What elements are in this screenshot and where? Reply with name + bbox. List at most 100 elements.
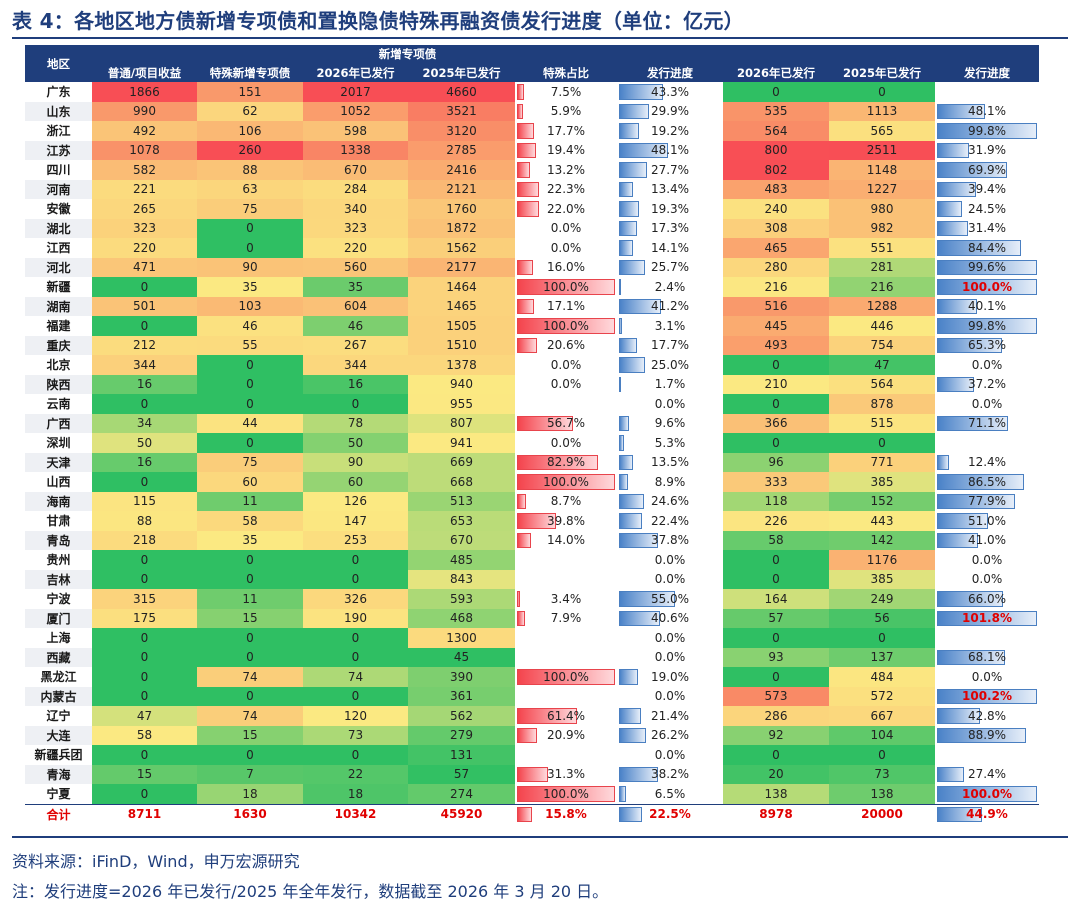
cell-special-ratio: 8.7% [515, 492, 617, 512]
cell-special: 58 [197, 511, 303, 531]
cell-special-ratio: 17.7% [515, 121, 617, 141]
cell-progress-value: 25.7% [650, 260, 690, 275]
cell-normal: 0 [92, 628, 197, 648]
region-name: 安徽 [46, 202, 71, 217]
header-col-normal: 普通/项目收益 [92, 63, 197, 82]
cell-refi-2026: 240 [723, 199, 829, 219]
cell-new-2025: 45920 [408, 803, 515, 824]
cell-special-ratio [515, 687, 617, 707]
cell-refi-progress-value: 99.8% [967, 318, 1007, 333]
cell-progress: 24.6% [617, 492, 723, 512]
cell-progress-value: 22.4% [650, 513, 690, 528]
issuance-table: 地区 新增专项债 普通/项目收益 特殊新增专项债 2026年已发行 2025年已… [25, 45, 1039, 824]
region-name: 宁波 [46, 592, 71, 607]
cell-refi-2026: 0 [723, 394, 829, 414]
region-name: 辽宁 [46, 709, 71, 724]
cell-refi-2026: 800 [723, 140, 829, 160]
header-col-2026: 2026年已发行 [303, 63, 408, 82]
cell-new-2026: 604 [303, 296, 408, 316]
cell-progress: 17.7% [617, 336, 723, 356]
cell-new-2026: 323 [303, 218, 408, 238]
header-col-special: 特殊新增专项债 [197, 63, 303, 82]
cell-refi-2025: 216 [829, 277, 935, 297]
cell-new-2026: 73 [303, 725, 408, 745]
cell-refi-progress: 66.0% [935, 589, 1039, 609]
table-row: 河南 221 63 284 2121 22.3% 13.4% 483 1227 39.4% [25, 179, 1039, 199]
cell-special: 0 [197, 374, 303, 394]
table-row: 四川 582 88 670 2416 13.2% 27.7% 802 1148 69.9% [25, 160, 1039, 180]
region-name: 西藏 [25, 647, 92, 667]
cell-new-2025: 279 [408, 725, 515, 745]
cell-special-ratio: 16.0% [515, 258, 617, 278]
cell-new-2026: 0 [303, 647, 408, 667]
cell-progress: 17.3% [617, 219, 723, 239]
cell-refi-progress-value: 69.9% [967, 162, 1007, 177]
cell-refi-progress: 0.0% [935, 550, 1039, 570]
cell-refi-progress-value: 31.4% [967, 221, 1007, 236]
cell-special-ratio-value: 100.0% [543, 474, 589, 489]
cell-refi-progress-value: 39.4% [967, 182, 1007, 197]
cell-new-2026: 560 [303, 257, 408, 277]
cell-new-2025: 2121 [408, 179, 515, 199]
cell-refi-2025: 667 [829, 706, 935, 726]
cell-progress-value: 29.9% [650, 104, 690, 119]
cell-special-ratio-value: 5.9% [550, 104, 582, 119]
cell-new-2026: 670 [303, 160, 408, 180]
cell-refi-progress-value: 37.2% [967, 377, 1007, 392]
cell-progress-bar [619, 786, 626, 802]
cell-refi-2025: 551 [829, 238, 935, 258]
cell-progress: 43.3% [617, 82, 723, 102]
cell-refi-2026: 493 [723, 335, 829, 355]
cell-new-2026: 90 [303, 452, 408, 472]
cell-special: 35 [197, 530, 303, 550]
cell-normal: 265 [92, 199, 197, 219]
cell-refi-progress: 84.4% [935, 238, 1039, 258]
cell-progress-value: 22.5% [649, 807, 691, 822]
cell-normal: 16 [92, 452, 197, 472]
cell-new-2025: 807 [408, 413, 515, 433]
cell-special-ratio-bar [517, 727, 538, 743]
region-name: 宁夏 [46, 787, 71, 802]
cell-special-ratio-value: 100.0% [543, 279, 589, 294]
cell-special-ratio-value: 82.9% [546, 455, 586, 470]
cell-refi-progress-value: 88.9% [967, 728, 1007, 743]
cell-refi-progress: 71.1% [935, 414, 1039, 434]
cell-normal: 221 [92, 179, 197, 199]
cell-special: 0 [197, 647, 303, 667]
cell-special-ratio: 15.8% [515, 803, 617, 824]
cell-normal: 501 [92, 296, 197, 316]
cell-progress: 8.9% [617, 472, 723, 492]
cell-refi-2026: 226 [723, 511, 829, 531]
cell-special-ratio: 20.6% [515, 336, 617, 356]
cell-progress: 26.2% [617, 726, 723, 746]
cell-refi-2026: 58 [723, 530, 829, 550]
cell-new-2026: 326 [303, 589, 408, 609]
cell-progress-bar [619, 591, 676, 607]
cell-refi-progress-bar [937, 786, 1037, 802]
cell-new-2025: 3120 [408, 121, 515, 141]
cell-refi-progress: 99.8% [935, 121, 1039, 141]
table-row: 广东 1866 151 2017 4660 7.5% 43.3% 0 0 [25, 82, 1039, 102]
cell-refi-progress-bar [937, 766, 965, 782]
cell-new-2025: 941 [408, 433, 515, 453]
cell-progress: 2.4% [617, 277, 723, 297]
cell-special: 0 [197, 433, 303, 453]
cell-special-ratio-bar [517, 766, 548, 782]
cell-progress: 40.6% [617, 609, 723, 629]
region-name: 重庆 [25, 335, 92, 355]
cell-special-ratio-bar [517, 181, 539, 197]
cell-special-ratio [515, 628, 617, 648]
cell-special-ratio: 14.0% [515, 531, 617, 551]
cell-progress-bar [619, 318, 623, 334]
cell-new-2026: 190 [303, 608, 408, 628]
cell-refi-progress-bar [937, 142, 969, 158]
cell-progress-bar [619, 415, 629, 431]
cell-special: 60 [197, 472, 303, 492]
cell-special-ratio-bar [517, 123, 535, 139]
region-name: 陕西 [25, 374, 92, 394]
table-row: 重庆 212 55 267 1510 20.6% 17.7% 493 754 65.3% [25, 335, 1039, 356]
cell-refi-2025: 104 [829, 725, 935, 745]
cell-progress: 0.0% [617, 745, 723, 765]
cell-refi-progress: 99.8% [935, 316, 1039, 336]
cell-progress-bar [619, 142, 669, 158]
